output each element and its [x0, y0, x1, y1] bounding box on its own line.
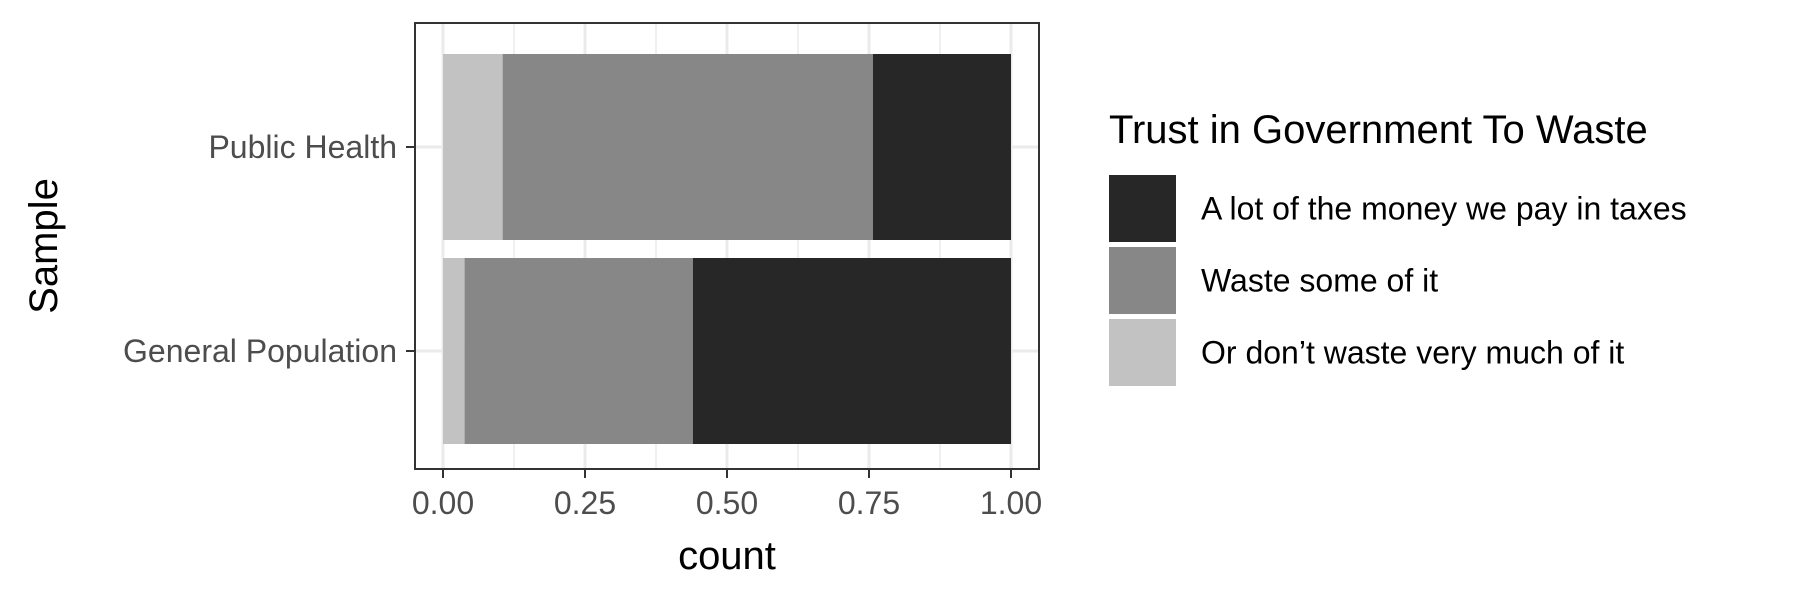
y-tick-label: General Population [123, 333, 397, 369]
legend-key-swatch [1109, 319, 1176, 386]
bar-segment [464, 258, 693, 444]
legend-item-label: Or don’t waste very much of it [1201, 335, 1624, 371]
legend-item-label: A lot of the money we pay in taxes [1201, 191, 1687, 227]
legend-item: Or don’t waste very much of it [1109, 319, 1624, 386]
bar-segment [443, 54, 503, 240]
x-tick-label: 1.00 [980, 485, 1042, 521]
x-tick-label: 0.50 [696, 485, 758, 521]
legend-key-swatch [1109, 247, 1176, 314]
legend: Trust in Government To Waste A lot of th… [1109, 108, 1687, 386]
x-tick-label: 0.75 [838, 485, 900, 521]
bar-segment [502, 54, 873, 240]
bar-segment [692, 258, 1011, 444]
legend-key-swatch [1109, 175, 1176, 242]
legend-item: A lot of the money we pay in taxes [1109, 175, 1687, 242]
bars [443, 54, 1011, 444]
legend-item-label: Waste some of it [1201, 263, 1438, 299]
y-axis-title: Sample [22, 178, 66, 314]
x-tick-label: 0.25 [554, 485, 616, 521]
y-tick-label: Public Health [208, 129, 397, 165]
x-tick-label: 0.00 [412, 485, 474, 521]
legend-title: Trust in Government To Waste [1109, 108, 1648, 152]
axes: 0.00 0.25 0.50 0.75 1.00 Public Health General… [123, 129, 1042, 521]
x-axis-title: count [678, 534, 776, 578]
bar-segment [872, 54, 1011, 240]
legend-items: A lot of the money we pay in taxes Waste … [1109, 175, 1687, 386]
bar-segment [443, 258, 465, 444]
legend-item: Waste some of it [1109, 247, 1438, 314]
